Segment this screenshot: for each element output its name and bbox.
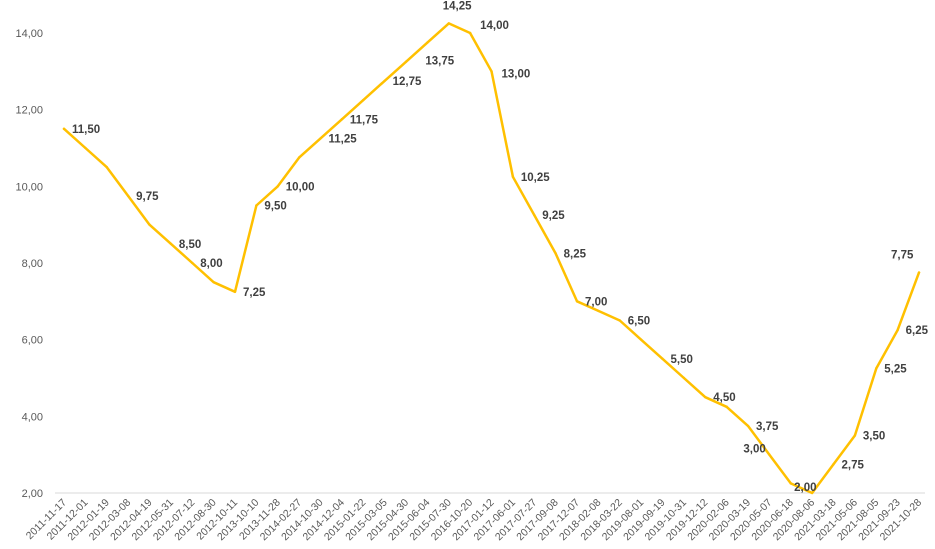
data-point: [468, 31, 472, 35]
data-point: [148, 223, 151, 226]
data-point: [340, 118, 344, 121]
data-label: 8,00: [200, 258, 222, 270]
data-label: 11,25: [329, 133, 358, 145]
data-label: 10,25: [521, 172, 550, 184]
data-label: 11,75: [350, 114, 379, 126]
data-label: 7,25: [243, 287, 266, 299]
data-label: 3,75: [756, 421, 779, 433]
y-tick-label: 8,00: [22, 258, 43, 270]
data-point: [853, 434, 857, 437]
data-point: [746, 424, 750, 428]
data-point: [362, 98, 365, 102]
data-point: [533, 213, 536, 217]
data-point: [447, 22, 450, 25]
y-axis: 2,00 4,00 6,00 8,00 10,00 12,00 14,00: [15, 28, 43, 500]
y-tick-label: 14,00: [15, 28, 43, 40]
data-label: 5,50: [671, 354, 693, 366]
data-label: 9,75: [136, 191, 159, 203]
data-label: 13,00: [502, 68, 531, 80]
data-label: 2,75: [842, 459, 865, 471]
data-point: [725, 405, 728, 408]
data-point: [84, 146, 87, 150]
data-point: [554, 252, 557, 255]
data-point: [297, 156, 301, 159]
data-point: [511, 175, 515, 178]
y-tick-label: 4,00: [22, 411, 43, 423]
data-label: 2,00: [794, 482, 816, 494]
data-label: 3,00: [743, 444, 765, 456]
data-point: [426, 41, 429, 44]
data-label: 13,75: [425, 56, 454, 68]
data-label: 4,50: [713, 392, 735, 404]
data-point: [255, 204, 258, 207]
data-label: 5,25: [884, 363, 907, 375]
data-point: [768, 453, 771, 456]
series-line: [62, 22, 921, 495]
data-label: 12,75: [393, 76, 422, 88]
series-group: [62, 22, 921, 495]
data-point: [319, 137, 322, 140]
data-point: [875, 367, 878, 370]
y-tick-label: 12,00: [15, 105, 43, 117]
data-point: [191, 261, 194, 265]
data-point: [661, 357, 664, 361]
data-label: 9,25: [542, 210, 565, 222]
data-label: 6,25: [906, 325, 929, 337]
data-label: 14,25: [443, 0, 472, 12]
data-label: 9,50: [264, 201, 286, 213]
data-point: [575, 300, 579, 303]
data-point: [212, 280, 215, 284]
data-point: [896, 328, 899, 332]
data-point: [810, 491, 814, 495]
data-point: [917, 271, 921, 274]
y-tick-label: 2,00: [22, 488, 43, 500]
data-point: [639, 338, 643, 341]
data-point: [789, 482, 792, 485]
data-label: 8,50: [179, 239, 201, 251]
data-point: [682, 376, 686, 380]
data-label: 10,00: [286, 181, 315, 193]
data-point: [404, 60, 408, 63]
data-label: 3,50: [863, 431, 885, 443]
data-label: 14,00: [480, 20, 509, 32]
data-point: [126, 194, 130, 198]
data-label: 7,00: [585, 296, 607, 308]
data-label: 11,50: [72, 124, 100, 136]
data-point: [276, 185, 279, 188]
x-axis: 2011-11-172011-12-012012-01-192012-03-08…: [24, 497, 924, 544]
data-point: [62, 127, 66, 131]
y-tick-label: 6,00: [22, 335, 43, 347]
y-tick-label: 10,00: [15, 181, 43, 193]
data-point: [233, 290, 237, 293]
data-point: [832, 463, 835, 466]
data-label: 8,25: [564, 248, 587, 260]
data-point: [105, 165, 108, 169]
data-point: [618, 319, 621, 322]
data-point: [597, 309, 600, 313]
data-label: 7,75: [891, 250, 914, 262]
data-point: [704, 395, 707, 399]
data-point: [383, 79, 386, 83]
data-point: [169, 242, 173, 246]
data-label: 6,50: [628, 316, 650, 328]
data-point: [490, 70, 493, 73]
